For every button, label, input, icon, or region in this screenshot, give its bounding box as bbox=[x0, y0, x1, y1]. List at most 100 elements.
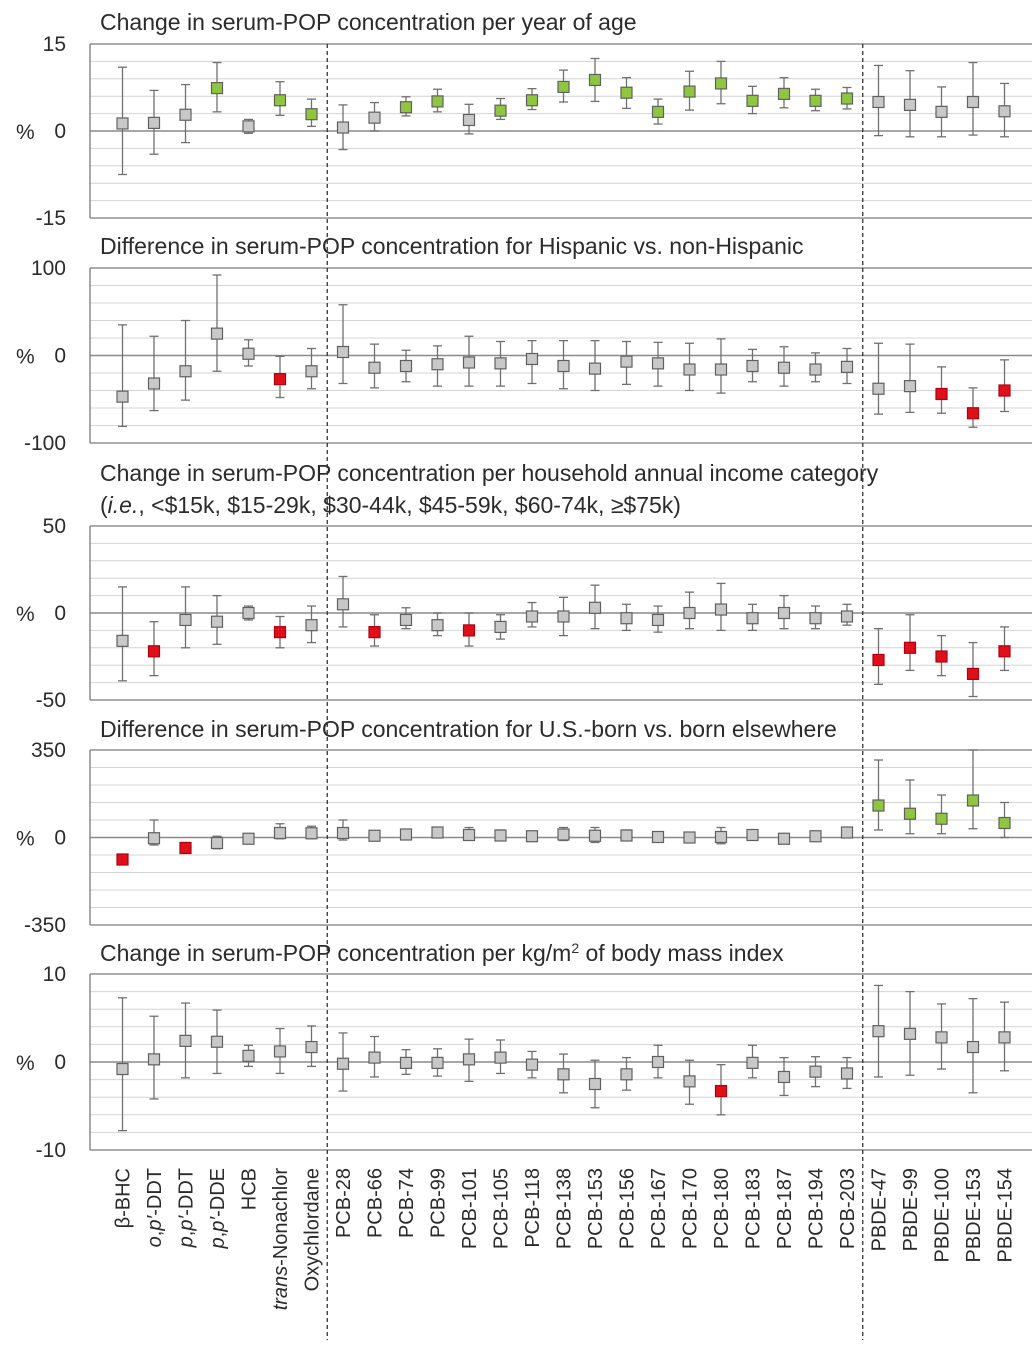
chart-panel-3: 50 0 -50% Change in serum-POP concentration… bbox=[16, 460, 1032, 712]
data-point bbox=[494, 1039, 507, 1075]
x-tick-label: PCB-156 bbox=[617, 1168, 639, 1249]
y-tick-label: -15 bbox=[36, 207, 66, 230]
x-tick-label: p,p′-DDE bbox=[207, 1168, 229, 1249]
point-marker bbox=[746, 94, 759, 107]
point-marker bbox=[242, 120, 255, 133]
y-axis-label: % bbox=[16, 121, 35, 144]
point-marker bbox=[147, 832, 161, 845]
text-run: PCB-180 bbox=[711, 1168, 733, 1249]
data-point bbox=[683, 70, 696, 111]
y-tick-label: 350 bbox=[31, 739, 66, 762]
data-point bbox=[147, 819, 161, 846]
data-point bbox=[210, 835, 224, 850]
x-tick-label: PCB-99 bbox=[428, 1168, 450, 1238]
point-marker bbox=[399, 828, 413, 841]
text-run: PBDE-47 bbox=[869, 1168, 891, 1251]
data-point bbox=[242, 605, 255, 621]
x-tick-label: PCB-66 bbox=[365, 1168, 387, 1238]
point-marker bbox=[872, 799, 885, 812]
panel-title: Change in serum-POP concentration per kg… bbox=[100, 940, 784, 966]
point-marker bbox=[620, 86, 633, 99]
text-run: PCB-203 bbox=[837, 1168, 859, 1249]
y-tick-label: 0 bbox=[54, 827, 66, 850]
data-point bbox=[683, 591, 696, 630]
data-point bbox=[431, 826, 444, 839]
point-marker bbox=[179, 841, 192, 855]
chart-panel-1: 15 0 -15% Change in serum-POP concentration… bbox=[16, 9, 1032, 230]
data-point bbox=[998, 801, 1011, 839]
panel-title: Change in serum-POP concentration per ye… bbox=[100, 9, 637, 35]
data-point bbox=[431, 1048, 444, 1077]
point-marker bbox=[305, 827, 318, 840]
point-marker bbox=[368, 111, 381, 124]
y-tick-label: 0 bbox=[54, 345, 66, 368]
point-marker bbox=[935, 1031, 948, 1044]
point-marker bbox=[557, 828, 570, 841]
data-point bbox=[399, 1049, 413, 1075]
point-marker bbox=[903, 98, 917, 112]
data-point bbox=[494, 340, 507, 387]
panel-title: Change in serum-POP concentration per ho… bbox=[100, 460, 879, 486]
point-marker bbox=[777, 1070, 791, 1084]
point-marker bbox=[494, 620, 507, 634]
point-marker bbox=[273, 826, 287, 840]
point-marker bbox=[683, 85, 696, 98]
point-marker bbox=[935, 650, 948, 663]
point-marker bbox=[525, 610, 539, 623]
chart-panel-4: 350 0 -350% Difference in serum-POP concent… bbox=[16, 716, 1032, 937]
y-tick-label: 50 bbox=[43, 515, 66, 538]
data-point bbox=[273, 355, 287, 399]
x-tick-label: PCB-101 bbox=[459, 1168, 481, 1249]
text-run: PCB-138 bbox=[554, 1168, 576, 1249]
point-marker bbox=[966, 1040, 980, 1054]
point-marker bbox=[872, 95, 885, 109]
text-run: HCB bbox=[239, 1168, 261, 1210]
x-tick-label: PBDE-47 bbox=[869, 1168, 891, 1251]
point-marker bbox=[431, 95, 444, 108]
data-point bbox=[966, 997, 980, 1094]
point-marker bbox=[683, 1075, 696, 1088]
data-point bbox=[525, 601, 539, 628]
data-point bbox=[210, 1009, 224, 1075]
data-point bbox=[557, 69, 570, 103]
data-point bbox=[336, 819, 350, 841]
point-marker bbox=[588, 601, 602, 614]
data-point bbox=[557, 339, 570, 390]
point-marker bbox=[494, 829, 507, 842]
data-point bbox=[809, 605, 822, 630]
point-marker bbox=[462, 624, 476, 637]
data-point bbox=[746, 603, 759, 632]
data-point bbox=[462, 612, 476, 647]
data-point bbox=[273, 81, 287, 116]
point-marker bbox=[746, 359, 759, 373]
text-run: p′ bbox=[176, 1215, 198, 1232]
x-tick-label: PBDE-99 bbox=[900, 1168, 922, 1251]
data-point bbox=[840, 347, 854, 385]
point-marker bbox=[872, 653, 885, 667]
point-marker bbox=[588, 362, 602, 375]
data-point bbox=[714, 338, 728, 394]
point-marker bbox=[242, 606, 255, 620]
point-marker bbox=[683, 606, 696, 620]
point-marker bbox=[872, 1025, 885, 1038]
point-marker bbox=[368, 829, 381, 842]
point-marker bbox=[777, 832, 791, 845]
x-tick-label: PCB-28 bbox=[333, 1168, 355, 1238]
data-point bbox=[242, 339, 255, 367]
x-tick-label: PCB-138 bbox=[554, 1168, 576, 1249]
data-point bbox=[651, 98, 665, 125]
data-point bbox=[935, 634, 948, 677]
data-point bbox=[399, 349, 413, 383]
data-point bbox=[557, 596, 570, 637]
text-run: -DDT bbox=[176, 1168, 198, 1216]
point-marker bbox=[116, 853, 129, 866]
x-tick-label: PBDE-153 bbox=[963, 1168, 985, 1263]
text-run: Change in serum-POP concentration per ho… bbox=[100, 460, 879, 486]
point-marker bbox=[557, 610, 570, 623]
data-point bbox=[210, 274, 224, 372]
data-point bbox=[462, 1038, 476, 1083]
text-run: PCB-66 bbox=[365, 1168, 387, 1238]
data-point bbox=[903, 614, 917, 672]
point-marker bbox=[336, 598, 350, 611]
point-marker bbox=[998, 105, 1011, 118]
